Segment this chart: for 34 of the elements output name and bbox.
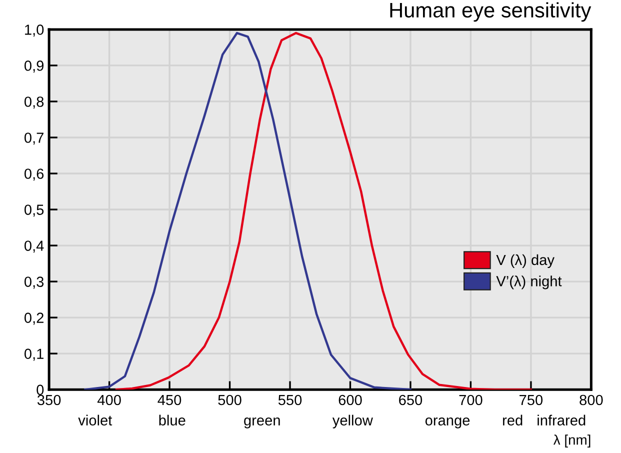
legend-label: V’(λ) night <box>496 276 562 290</box>
x-tick-label: 400 <box>97 394 121 406</box>
y-tick-label: 0,2 <box>24 312 44 325</box>
text: infrared <box>538 414 586 426</box>
y-tick-label: 0,1 <box>24 348 44 361</box>
y-tick-label: 0 <box>36 384 44 396</box>
x-tick-label: 500 <box>218 394 242 406</box>
x-tick-label: 800 <box>580 394 603 406</box>
x-tick-label: 450 <box>158 394 182 406</box>
text: red <box>503 414 522 426</box>
text: green <box>244 418 280 428</box>
x-tick-label: 750 <box>520 394 543 406</box>
y-tick-label: 0,8 <box>24 96 44 109</box>
text: yellow <box>332 414 373 428</box>
text: blue <box>159 414 186 426</box>
y-tick-label: 1,0 <box>25 24 44 37</box>
chart-title: Human eye sensitivity <box>390 2 592 22</box>
x-tick-label: 600 <box>338 394 362 406</box>
line-series <box>84 32 412 390</box>
y-tick-label: 0,3 <box>24 276 44 289</box>
y-tick-label: 0,9 <box>24 60 44 73</box>
text: violet <box>78 414 112 426</box>
y-tick-label: 0,5 <box>24 204 44 217</box>
text: orange <box>425 418 470 428</box>
legend-label: V (λ) day <box>496 254 554 268</box>
x-tick-label: 550 <box>278 394 302 406</box>
x-axis-title: λ [nm] <box>553 434 590 448</box>
x-tick-label: 700 <box>459 394 482 406</box>
y-tick-label: 0,7 <box>24 132 44 145</box>
y-tick-label: 0,4 <box>24 240 44 253</box>
x-tick-label: 650 <box>399 394 422 406</box>
line-series <box>115 32 532 390</box>
x-tick-label: 350 <box>37 394 61 406</box>
y-tick-label: 0,6 <box>24 168 44 181</box>
